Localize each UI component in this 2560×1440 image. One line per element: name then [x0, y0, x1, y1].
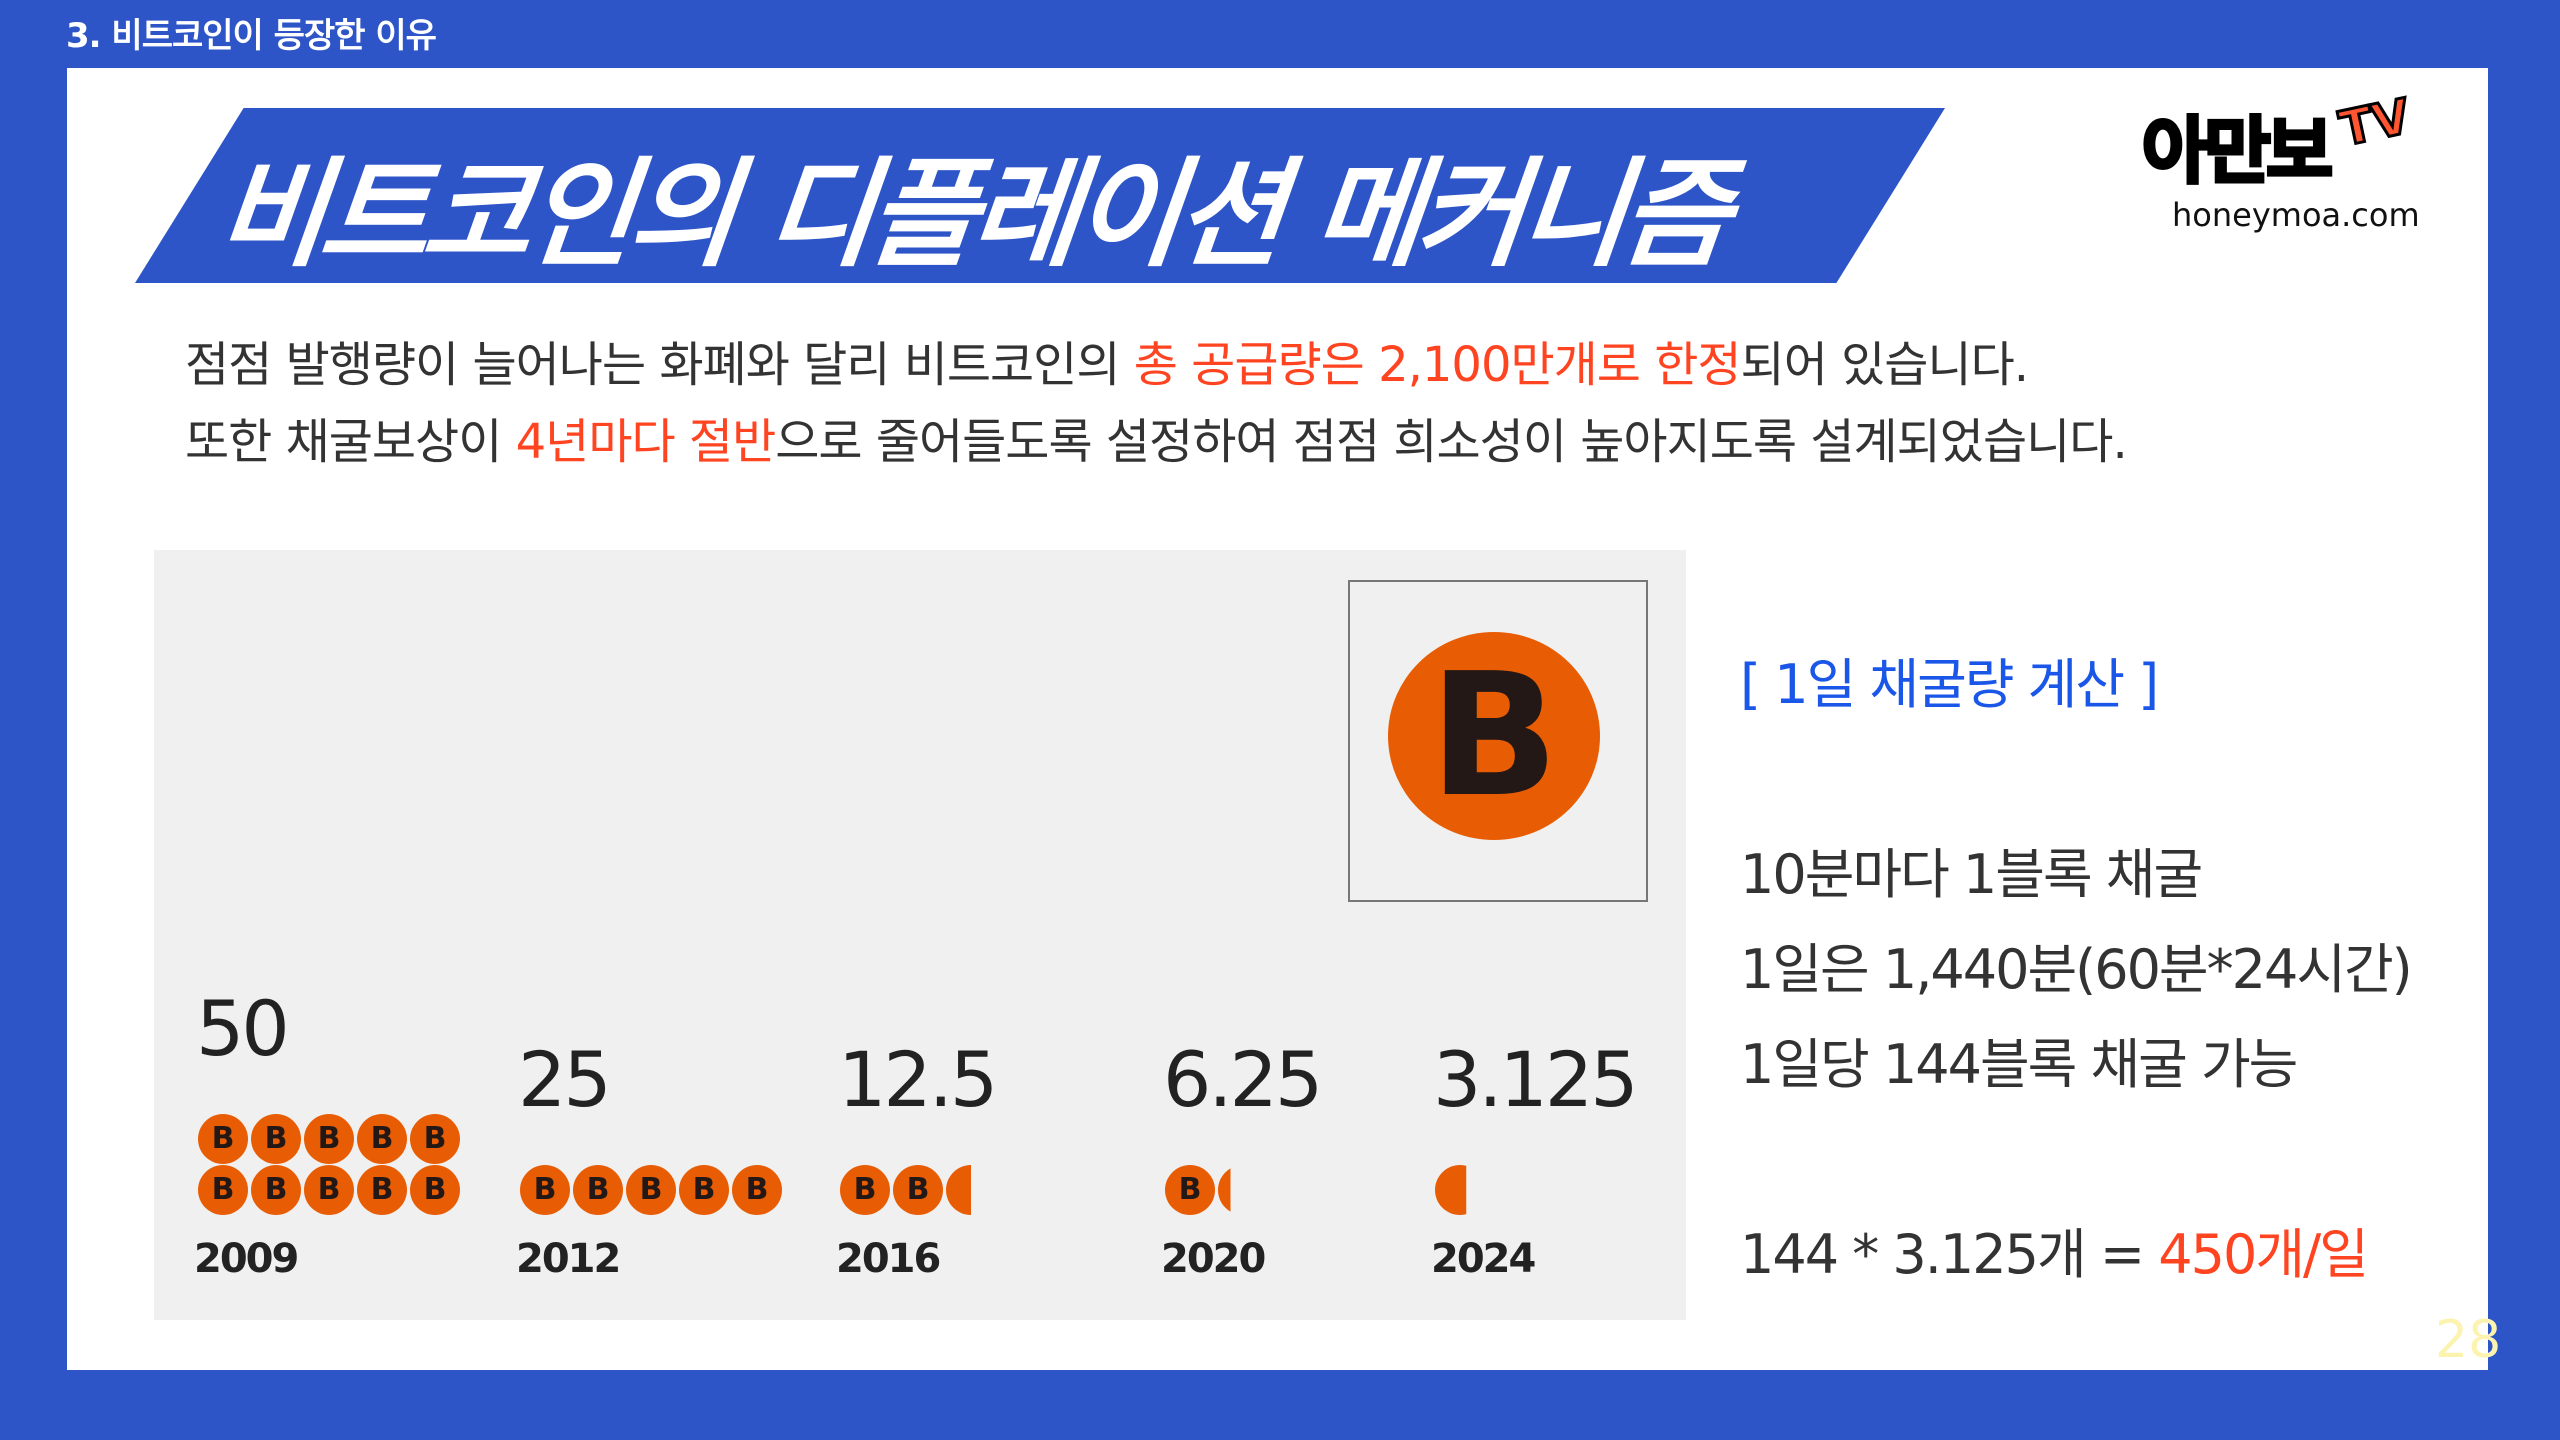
text: 또한 채굴보상이	[185, 414, 516, 470]
year-label: 2016	[836, 1236, 941, 1282]
calc-formula: 144 * 3.125개 = 450개/일	[1740, 1210, 2369, 1289]
value-label: 50	[196, 984, 290, 1073]
title-banner	[135, 108, 1945, 283]
calc-line: 10분마다 1블록 채굴	[1740, 843, 2203, 906]
bitcoin-coin-icon: B	[626, 1165, 676, 1215]
text: 점점 발행량이 늘어나는 화폐와 달리 비트코인의	[185, 337, 1134, 393]
bitcoin-coin-icon: B	[573, 1165, 623, 1215]
formula-text: 144 * 3.125개 =	[1740, 1223, 2159, 1286]
bitcoin-coin-icon: B	[198, 1114, 248, 1164]
calc-line: 1일은 1,440분(60분*24시간)	[1740, 938, 2413, 1001]
text: 되어 있습니다.	[1740, 337, 2029, 393]
logo-url: honeymoa.com	[2172, 196, 2420, 234]
bitcoin-coin-icon: B	[304, 1165, 354, 1215]
text: 으로 줄어들도록 설정하여 점점 희소성이 높아지도록 설계되었습니다.	[775, 414, 2127, 470]
calc-result: 450개/일	[2158, 1223, 2369, 1286]
value-label: 6.25	[1163, 1035, 1323, 1124]
bitcoin-coin-icon: B	[251, 1165, 301, 1215]
bitcoin-coin-icon: B	[410, 1165, 460, 1215]
value-label: 3.125	[1433, 1035, 1639, 1124]
bitcoin-coin-icon: B	[1165, 1165, 1215, 1215]
page-number: 28	[2435, 1310, 2502, 1370]
value-label: 25	[518, 1035, 612, 1124]
subtitle-line-1: 점점 발행량이 늘어나는 화폐와 달리 비트코인의 총 공급량은 2,100만개…	[185, 325, 2029, 395]
bitcoin-coin-icon	[1218, 1165, 1231, 1215]
year-label: 2012	[516, 1236, 621, 1282]
page-title: 비트코인의 디플레이션 메커니즘	[211, 145, 1733, 283]
value-label: 12.5	[838, 1035, 998, 1124]
bitcoin-coin-icon: B	[893, 1165, 943, 1215]
year-label: 2009	[194, 1236, 299, 1282]
calc-heading: [ 1일 채굴량 계산 ]	[1740, 653, 2159, 716]
highlight-text: 4년마다 절반	[515, 414, 777, 470]
highlight-text: 총 공급량은 2,100만개로 한정	[1133, 337, 1742, 393]
bitcoin-coin-icon: B	[251, 1114, 301, 1164]
logo: 아만보	[2140, 107, 2335, 195]
bitcoin-coin-icon: B	[520, 1165, 570, 1215]
bitcoin-coin-icon: B	[304, 1114, 354, 1164]
bitcoin-coin-icon: B	[732, 1165, 782, 1215]
bitcoin-coin-icon: B	[410, 1114, 460, 1164]
bitcoin-coin-icon: B	[679, 1165, 729, 1215]
bitcoin-coin-icon: B	[840, 1165, 890, 1215]
year-label: 2020	[1161, 1236, 1266, 1282]
section-header: 3. 비트코인이 등장한 이유	[66, 16, 437, 56]
bitcoin-coin-icon: B	[357, 1114, 407, 1164]
year-label: 2024	[1431, 1236, 1536, 1282]
bitcoin-icon: B	[1388, 632, 1600, 840]
bitcoin-coin-icon: B	[357, 1165, 407, 1215]
subtitle-line-2: 또한 채굴보상이 4년마다 절반으로 줄어들도록 설정하여 점점 희소성이 높아…	[185, 402, 2128, 472]
calc-line: 1일당 144블록 채굴 가능	[1740, 1033, 2298, 1096]
bitcoin-coin-icon: B	[198, 1165, 248, 1215]
